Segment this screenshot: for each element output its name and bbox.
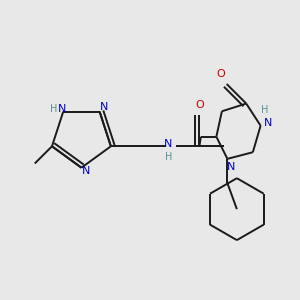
Text: N: N (82, 166, 90, 176)
Text: H: H (165, 152, 172, 162)
Text: O: O (217, 69, 226, 79)
Text: H: H (261, 105, 269, 115)
Text: N: N (264, 118, 272, 128)
Text: O: O (195, 100, 204, 110)
Text: N: N (58, 104, 66, 115)
Text: N: N (164, 139, 172, 149)
Text: N: N (226, 162, 235, 172)
Text: N: N (100, 102, 108, 112)
Text: H: H (50, 104, 57, 115)
